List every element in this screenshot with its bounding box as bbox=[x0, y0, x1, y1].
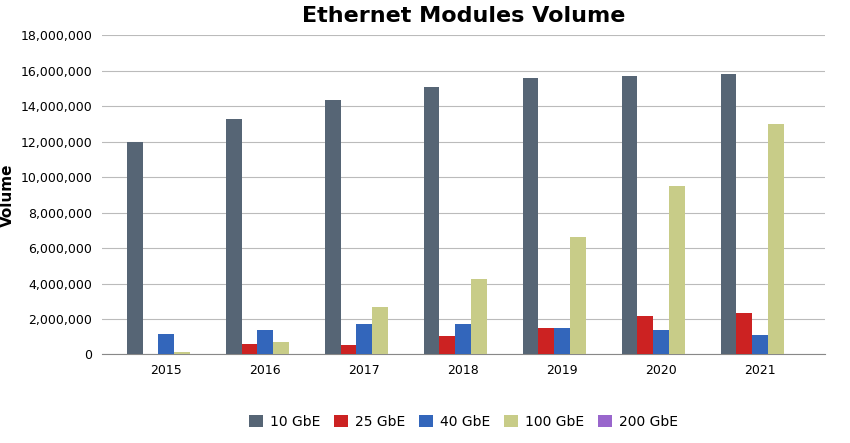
Bar bbox=[341, 345, 356, 354]
Bar bbox=[456, 324, 471, 354]
Bar bbox=[752, 335, 768, 354]
Bar bbox=[471, 279, 487, 354]
Bar bbox=[258, 330, 273, 354]
Bar bbox=[669, 186, 685, 354]
Bar bbox=[654, 330, 669, 354]
Bar bbox=[273, 342, 289, 354]
Bar bbox=[736, 313, 752, 354]
Bar bbox=[768, 124, 784, 354]
Legend: 10 GbE, 25 GbE, 40 GbE, 100 GbE, 200 GbE: 10 GbE, 25 GbE, 40 GbE, 100 GbE, 200 GbE bbox=[243, 409, 683, 434]
Y-axis label: Volume: Volume bbox=[0, 163, 14, 227]
Bar bbox=[423, 87, 439, 354]
Bar bbox=[241, 344, 258, 354]
Bar bbox=[538, 328, 554, 354]
Bar bbox=[439, 336, 456, 354]
Bar bbox=[226, 119, 241, 354]
Bar bbox=[638, 316, 654, 354]
Bar bbox=[523, 78, 538, 354]
Title: Ethernet Modules Volume: Ethernet Modules Volume bbox=[302, 6, 625, 26]
Bar bbox=[721, 74, 736, 354]
Bar bbox=[372, 307, 388, 354]
Bar bbox=[356, 324, 372, 354]
Bar bbox=[174, 352, 190, 354]
Bar bbox=[158, 334, 174, 354]
Bar bbox=[570, 237, 586, 354]
Bar bbox=[325, 100, 341, 354]
Bar bbox=[554, 328, 570, 354]
Bar bbox=[127, 142, 143, 354]
Bar bbox=[621, 76, 638, 354]
